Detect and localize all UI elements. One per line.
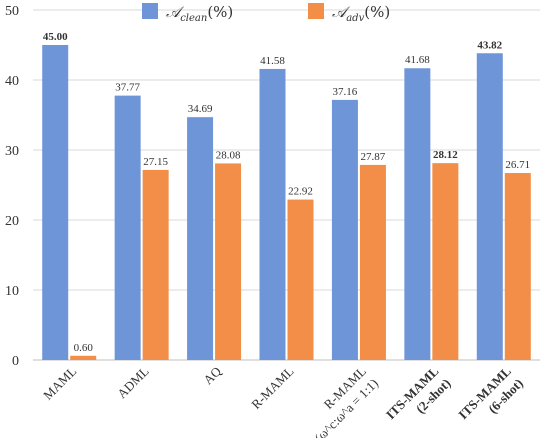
bar-adv-2 <box>215 163 242 360</box>
data-label: 43.82 <box>477 39 502 51</box>
bar-clean-4 <box>331 99 358 360</box>
x-category-label: MAML <box>40 363 79 402</box>
legend-swatch <box>308 3 324 19</box>
data-label: 28.12 <box>433 149 458 161</box>
legend-swatch <box>142 3 158 19</box>
y-tick-label: 10 <box>5 284 19 299</box>
bar-adv-4 <box>359 164 386 360</box>
data-label: 37.16 <box>333 86 358 98</box>
data-label: 27.15 <box>143 156 168 168</box>
x-category-label: ITS-MAML(2-shot) <box>383 363 454 422</box>
data-label: 41.68 <box>405 54 430 66</box>
data-label: 22.92 <box>288 186 313 198</box>
y-tick-label: 50 <box>5 4 19 19</box>
y-tick-label: 30 <box>5 144 19 159</box>
grid-lines <box>33 9 540 361</box>
x-category-line: MAML <box>40 363 79 402</box>
bar-clean-0 <box>42 45 69 360</box>
data-label: 27.87 <box>361 151 386 163</box>
bar-clean-3 <box>259 68 286 360</box>
y-tick-label: 40 <box>5 74 19 89</box>
bars <box>42 45 531 361</box>
y-axis-ticks: 0 10 20 30 40 50 <box>5 4 19 369</box>
x-category-label: R-MAML(ω^c:ω^a = 1:1) <box>311 363 381 438</box>
bar-adv-5 <box>432 163 459 360</box>
x-category-label: R-MAML <box>248 363 296 411</box>
data-label: 34.69 <box>188 103 213 115</box>
x-category-line: ADML <box>114 363 152 401</box>
bar-adv-6 <box>504 173 531 360</box>
x-category-line: AQ <box>200 363 224 387</box>
data-label: 26.71 <box>505 159 530 171</box>
y-tick-label: 20 <box>5 214 19 229</box>
legend-label: 𝒜adv(%) <box>332 3 390 24</box>
bar-clean-5 <box>404 68 431 361</box>
x-category-label: ADML <box>114 363 152 401</box>
y-tick-label: 0 <box>12 354 19 369</box>
x-category-line: R-MAML <box>248 363 296 411</box>
data-label: 45.00 <box>43 31 68 43</box>
legend-label: 𝒜clean(%) <box>166 3 233 24</box>
bar-clean-6 <box>476 53 503 360</box>
data-labels: 45.00 37.77 34.69 41.58 37.16 41.68 43.82 0.60 2… <box>43 31 530 354</box>
data-label: 0.60 <box>74 342 94 354</box>
x-category-label: ITS-MAML(6-shot) <box>455 363 526 422</box>
data-label: 28.08 <box>216 149 241 161</box>
data-label: 41.58 <box>260 55 285 67</box>
data-label: 37.77 <box>115 82 140 94</box>
bar-adv-3 <box>287 199 314 360</box>
x-axis-categories: MAML ADML AQ R-MAML R-MAML(ω^c:ω^a = 1:1) ITS… <box>40 363 526 438</box>
bar-clean-1 <box>114 95 141 361</box>
legend: 𝒜clean(%) 𝒜adv(%) <box>142 3 390 24</box>
bar-adv-0 <box>70 355 97 360</box>
bar-clean-2 <box>187 117 214 360</box>
x-category-label: AQ <box>200 363 224 387</box>
bar-adv-1 <box>142 169 169 360</box>
